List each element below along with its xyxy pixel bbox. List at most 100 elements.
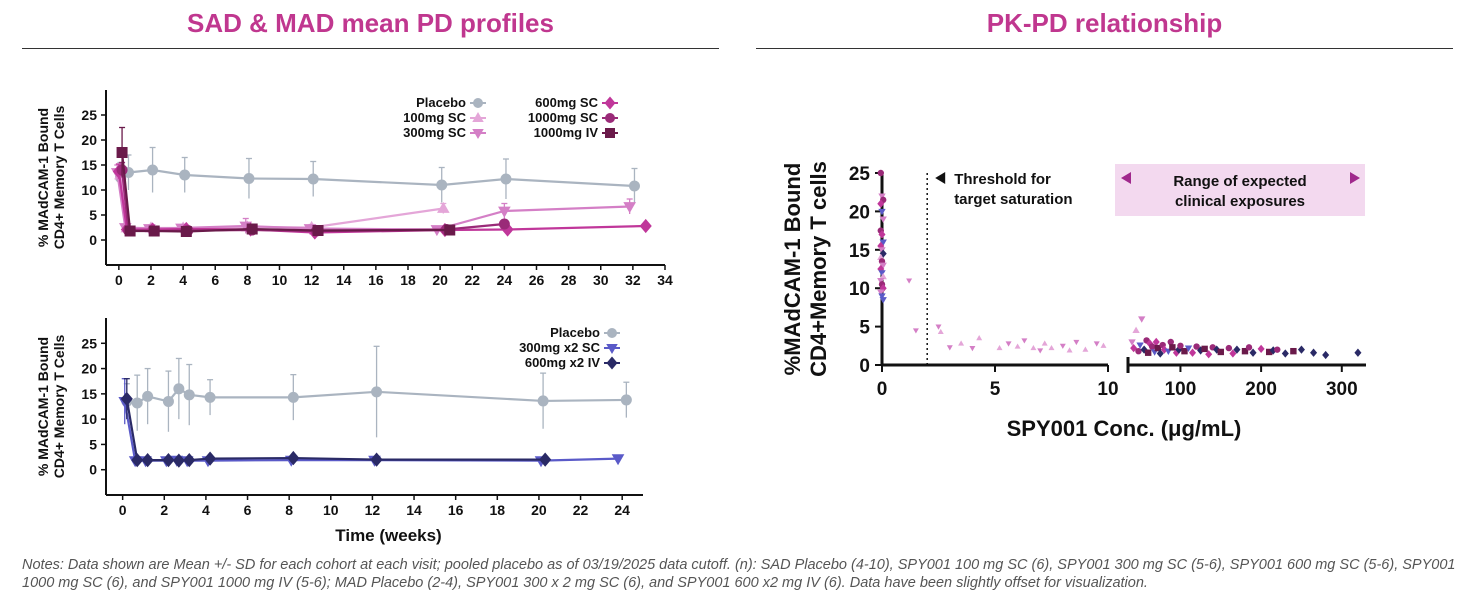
- pkpd-point: [1225, 344, 1233, 352]
- sad-sc300-point: [498, 206, 511, 218]
- sad-placebo-point: [307, 173, 319, 185]
- pkpd-point: [906, 278, 913, 284]
- mad-mad600-point: [172, 453, 185, 468]
- pkpd-point: [1030, 344, 1037, 351]
- pkpd-point: [877, 199, 885, 208]
- mad-mad600-point: [287, 450, 300, 466]
- exposure-range-label-line1: Range of expected: [1173, 173, 1306, 190]
- pkpd-point: [1005, 341, 1012, 347]
- pkpd-x-tick-label: 0: [877, 379, 888, 400]
- sad-y-tick-label: 10: [81, 182, 97, 198]
- pkpd-point: [1205, 350, 1213, 359]
- pkpd-point: [1177, 342, 1184, 349]
- pkpd-point: [1135, 347, 1142, 355]
- sad-legend-marker: [472, 112, 484, 122]
- pkpd-point: [878, 293, 886, 300]
- sad-legend-marker: [604, 96, 616, 110]
- sad-x-tick-label: 22: [464, 272, 480, 288]
- right-panel-title: PK-PD relationship: [986, 8, 1223, 38]
- sad-placebo-point: [179, 169, 191, 181]
- pkpd-x-tick-label: 200: [1245, 379, 1277, 400]
- sad-x-tick-label: 6: [211, 272, 219, 288]
- sad-placebo-line: [119, 168, 635, 188]
- mad-legend-label: 600mg x2 IV: [525, 355, 600, 370]
- mad-placebo-point: [287, 391, 299, 403]
- pkpd-point: [1160, 345, 1168, 354]
- mad-x-tick-label: 10: [323, 502, 339, 518]
- sad-y-axis-label-line2: CD4+ Memory T Cells: [51, 106, 67, 250]
- pkpd-point: [877, 169, 884, 177]
- sad-placebo-point: [147, 164, 159, 176]
- pkpd-point: [1021, 338, 1028, 344]
- mad-x-tick-label: 18: [490, 502, 506, 518]
- sad-x-tick-label: 28: [561, 272, 577, 288]
- mad-y-tick-label: 5: [89, 436, 97, 452]
- sad-x-tick-label: 26: [529, 272, 545, 288]
- mad-x-tick-label: 4: [202, 502, 210, 518]
- pkpd-point: [1130, 343, 1138, 353]
- sad-placebo-point: [628, 180, 640, 192]
- mad-legend-marker: [607, 328, 617, 338]
- pkpd-point: [976, 335, 983, 341]
- pkpd-point: [1241, 347, 1249, 355]
- mad-x-tick-label: 20: [531, 502, 547, 518]
- pkpd-point: [912, 328, 919, 334]
- sad-x-tick-label: 2: [147, 272, 155, 288]
- mad-y-tick-label: 25: [81, 335, 97, 351]
- mad-y-axis-label-line1: % MAdCAM-1 Bound: [35, 337, 51, 476]
- pkpd-point: [1290, 347, 1297, 355]
- mad-x-tick-label: 16: [448, 502, 464, 518]
- pkpd-point: [1201, 345, 1208, 353]
- pkpd-point: [958, 340, 965, 346]
- sad-sc300-point: [623, 202, 636, 214]
- mad-x-tick-label: 14: [406, 502, 422, 518]
- pkpd-point: [1310, 348, 1318, 357]
- pkpd-point: [946, 345, 953, 351]
- pkpd-point: [879, 216, 887, 223]
- pkpd-point: [878, 230, 886, 239]
- left-title-rule: [22, 48, 719, 49]
- mad-y-tick-label: 15: [81, 386, 97, 402]
- exposure-range-left-arrow: [1121, 172, 1131, 184]
- exposure-range-label-line2: clinical exposures: [1175, 193, 1305, 210]
- pkpd-point: [1184, 345, 1193, 352]
- pkpd-point: [1229, 349, 1237, 358]
- sad-y-tick-label: 5: [89, 207, 97, 223]
- pkpd-point: [1093, 341, 1100, 347]
- mad-mad600-point: [539, 452, 552, 467]
- pkpd-point: [879, 272, 887, 280]
- mad-mad300-point: [611, 454, 625, 466]
- mad-legend-marker: [606, 356, 618, 370]
- sad-legend-label: Placebo: [416, 95, 466, 110]
- pkpd-point: [1189, 348, 1197, 357]
- mad-x-tick-label: 6: [244, 502, 252, 518]
- pkpd-point: [1181, 347, 1188, 355]
- pkpd-point: [1249, 348, 1257, 357]
- pkpd-point: [1245, 344, 1253, 351]
- sad-x-tick-label: 18: [400, 272, 416, 288]
- sad-x-tick-label: 30: [593, 272, 609, 288]
- mad-mad600-point: [204, 451, 217, 466]
- left-panel-title: SAD & MAD mean PD profiles: [187, 8, 554, 38]
- pkpd-y-axis-label-line2: CD4+Memory T cells: [806, 161, 831, 377]
- pkpd-point: [1265, 348, 1273, 356]
- pkpd-x-axis-label: SPY001 Conc. (μg/mL): [1007, 416, 1242, 441]
- sad-sc600-point: [639, 218, 652, 234]
- sad-x-tick-label: 34: [657, 272, 673, 288]
- mad-x-tick-label: 2: [160, 502, 168, 518]
- pkpd-y-tick-label: 25: [849, 164, 871, 185]
- pkpd-point: [1048, 344, 1055, 351]
- pkpd-point: [1149, 343, 1156, 350]
- mad-x-tick-label: 0: [119, 502, 127, 518]
- pkpd-x-tick-label: 100: [1165, 379, 1197, 400]
- mad-placebo-point: [537, 395, 549, 407]
- threshold-label-line1: Threshold for: [954, 171, 1051, 188]
- mad-mad600-point: [141, 452, 154, 468]
- footnote: Notes: Data shown are Mean +/- SD for ea…: [22, 557, 1456, 591]
- mad-y-tick-label: 0: [89, 462, 97, 478]
- mad-placebo-point: [162, 395, 174, 407]
- sad-x-tick-label: 12: [304, 272, 320, 288]
- mad-placebo-point: [371, 386, 383, 398]
- mad-mad600-point: [131, 452, 144, 468]
